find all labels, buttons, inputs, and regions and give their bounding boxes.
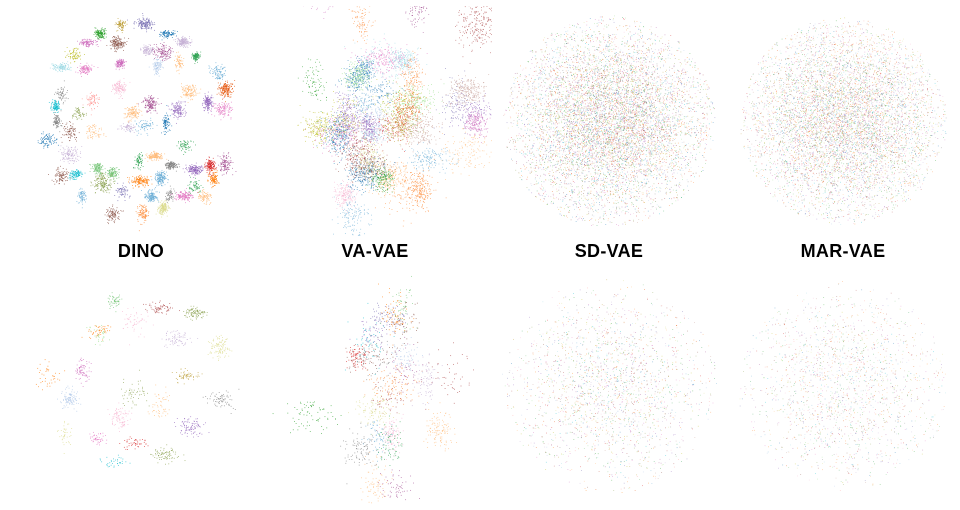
plot-label-mar-vae: MAR-VAE [800,241,886,261]
scatter-plot-mar-vae-top [726,6,960,236]
scatter-plot-va-vae-bottom [258,268,492,504]
scatter-plot-sd-vae-bottom [492,268,726,504]
column-va-vae: VA-VAE [258,6,492,510]
plot-label-dino: DINO [117,241,165,261]
scatter-plot-sd-vae-top [492,6,726,236]
column-mar-vae: MAR-VAE [726,6,960,510]
column-dino: DINO [24,6,258,510]
scatter-plot-dino-top [24,6,258,236]
column-sd-vae: SD-VAE [492,6,726,510]
scatter-plot-dino-bottom [24,268,258,504]
scatter-plot-va-vae-top [258,6,492,236]
plot-label-sd-vae: SD-VAE [574,241,644,261]
plot-label-va-vae: VA-VAE [341,241,409,261]
scatter-plot-mar-vae-bottom [726,268,960,504]
